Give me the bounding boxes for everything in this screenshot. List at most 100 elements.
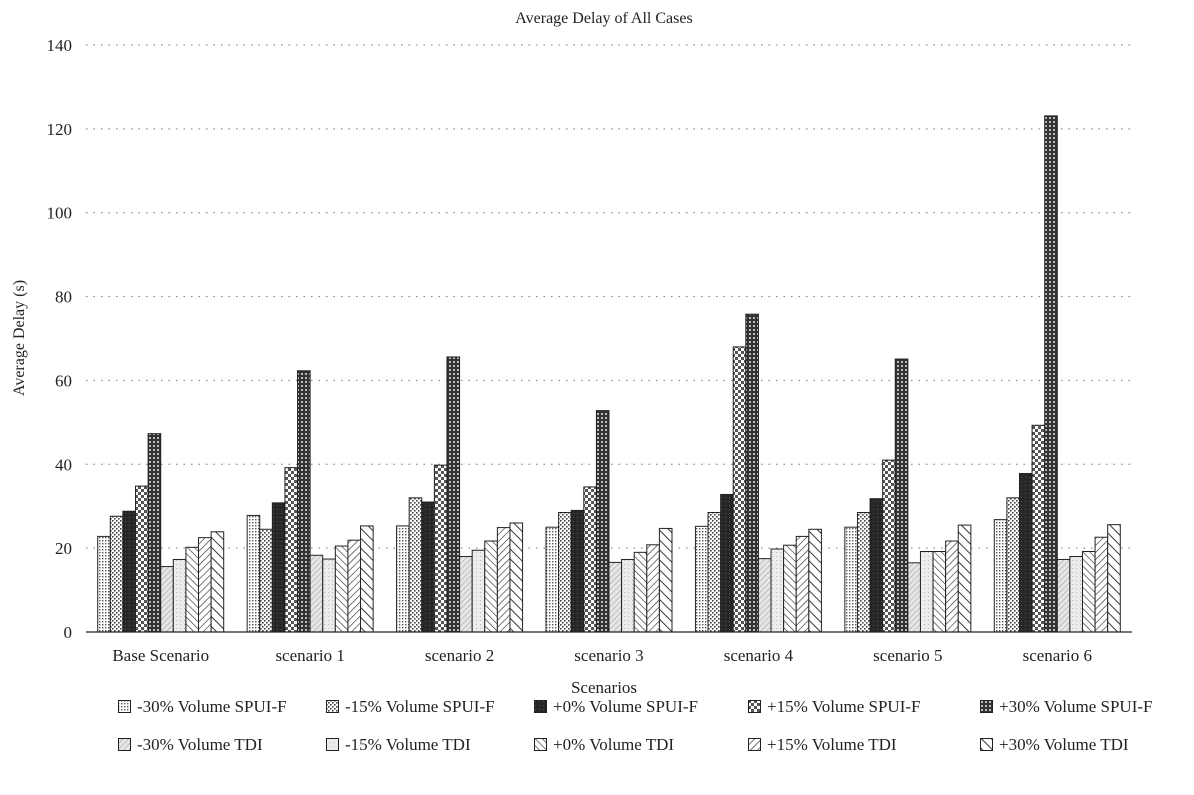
bar (334, 545, 349, 633)
bar (347, 539, 362, 633)
legend-row-1: -30% Volume SPUI-F -15% Volume SPUI-F +0% … (118, 697, 1180, 717)
legend-swatch (326, 700, 339, 713)
bar (745, 313, 759, 633)
legend-item: +15% Volume SPUI-F (748, 697, 980, 717)
bar (1031, 424, 1046, 633)
legend-label: +15% Volume SPUI-F (767, 697, 921, 716)
bar (558, 512, 572, 633)
legend-label: +0% Volume SPUI-F (553, 697, 698, 716)
bar (484, 540, 498, 633)
x-tick-label: scenario 3 (574, 646, 643, 665)
bar (284, 467, 299, 633)
bar (1018, 473, 1033, 633)
bar (421, 501, 435, 633)
y-tick-label: 0 (64, 623, 73, 642)
legend-swatch (118, 700, 131, 713)
bar (595, 410, 610, 633)
bar (322, 558, 336, 633)
legend-label: +30% Volume SPUI-F (999, 697, 1153, 716)
bar (97, 535, 111, 633)
bar (808, 528, 822, 633)
bar (109, 515, 124, 633)
bar (471, 549, 486, 633)
bar (185, 546, 200, 633)
bar (993, 519, 1008, 633)
legend-label: -15% Volume TDI (345, 735, 471, 754)
legend-swatch (118, 738, 131, 751)
legend-item: -30% Volume TDI (118, 735, 326, 755)
legend-swatch (326, 738, 339, 751)
y-tick-label: 40 (55, 455, 72, 474)
bar (894, 358, 909, 633)
bars (97, 115, 1121, 633)
bar (446, 356, 461, 633)
bar (621, 558, 635, 633)
bar (1056, 558, 1071, 633)
legend-item: -15% Volume TDI (326, 735, 534, 755)
bar (608, 561, 623, 633)
bar (408, 497, 423, 633)
bar (732, 346, 747, 633)
y-tick-label: 100 (47, 204, 73, 223)
bar (707, 512, 722, 633)
x-tick-label: scenario 1 (275, 646, 344, 665)
bar (757, 558, 772, 633)
legend-label: +15% Volume TDI (767, 735, 897, 754)
bar (1107, 524, 1121, 633)
bar (360, 525, 374, 633)
bar (309, 554, 324, 633)
bar (509, 522, 524, 633)
y-tick-label: 140 (47, 36, 73, 55)
bar (957, 524, 972, 633)
x-axis-label: Scenarios (571, 678, 637, 697)
bar (770, 548, 785, 633)
y-tick-label: 20 (55, 539, 72, 558)
legend-row-2: -30% Volume TDI -15% Volume TDI +0% Volume… (118, 735, 1180, 755)
bar (844, 526, 858, 633)
legend-label: -30% Volume SPUI-F (137, 697, 287, 716)
axes: 0 20 40 60 80 100 120 140 Base Scenario scenario … (47, 36, 1132, 665)
y-tick-label: 80 (55, 288, 72, 307)
legend-label: -30% Volume TDI (137, 735, 263, 754)
legend-swatch (534, 738, 547, 751)
legend-label: +30% Volume TDI (999, 735, 1129, 754)
x-tick-label: Base Scenario (112, 646, 209, 665)
legend-item: +30% Volume TDI (980, 735, 1180, 755)
bar (633, 551, 648, 633)
legend-label: -15% Volume SPUI-F (345, 697, 495, 716)
bar (1094, 536, 1109, 633)
legend-swatch (980, 700, 993, 713)
y-tick-label: 120 (47, 120, 73, 139)
bar (246, 514, 261, 633)
y-axis-label: Average Delay (s) (11, 280, 28, 396)
legend-label: +0% Volume TDI (553, 735, 675, 754)
legend-item: +30% Volume SPUI-F (980, 697, 1180, 717)
legend-item: -30% Volume SPUI-F (118, 697, 326, 717)
bar (1006, 497, 1020, 633)
bar (297, 370, 311, 633)
x-tick-label: scenario 4 (724, 646, 794, 665)
bar (869, 498, 884, 633)
bar (720, 493, 734, 633)
chart-title: Average Delay of All Cases (515, 10, 692, 27)
bar (919, 550, 934, 633)
bar (172, 558, 187, 633)
bar (433, 464, 448, 633)
bar (198, 537, 212, 633)
legend-swatch (980, 738, 993, 751)
bar (882, 459, 896, 633)
bar (496, 527, 511, 633)
y-tick-label: 60 (55, 371, 72, 390)
x-tick-label: scenario 5 (873, 646, 942, 665)
bar (658, 527, 673, 633)
legend-swatch (748, 738, 761, 751)
legend-item: -15% Volume SPUI-F (326, 697, 534, 717)
bar (271, 502, 286, 633)
bar (570, 509, 585, 633)
bar (135, 485, 149, 633)
x-tick-label: scenario 2 (425, 646, 494, 665)
bar (259, 528, 273, 633)
bar (545, 526, 560, 633)
bar (795, 535, 810, 633)
